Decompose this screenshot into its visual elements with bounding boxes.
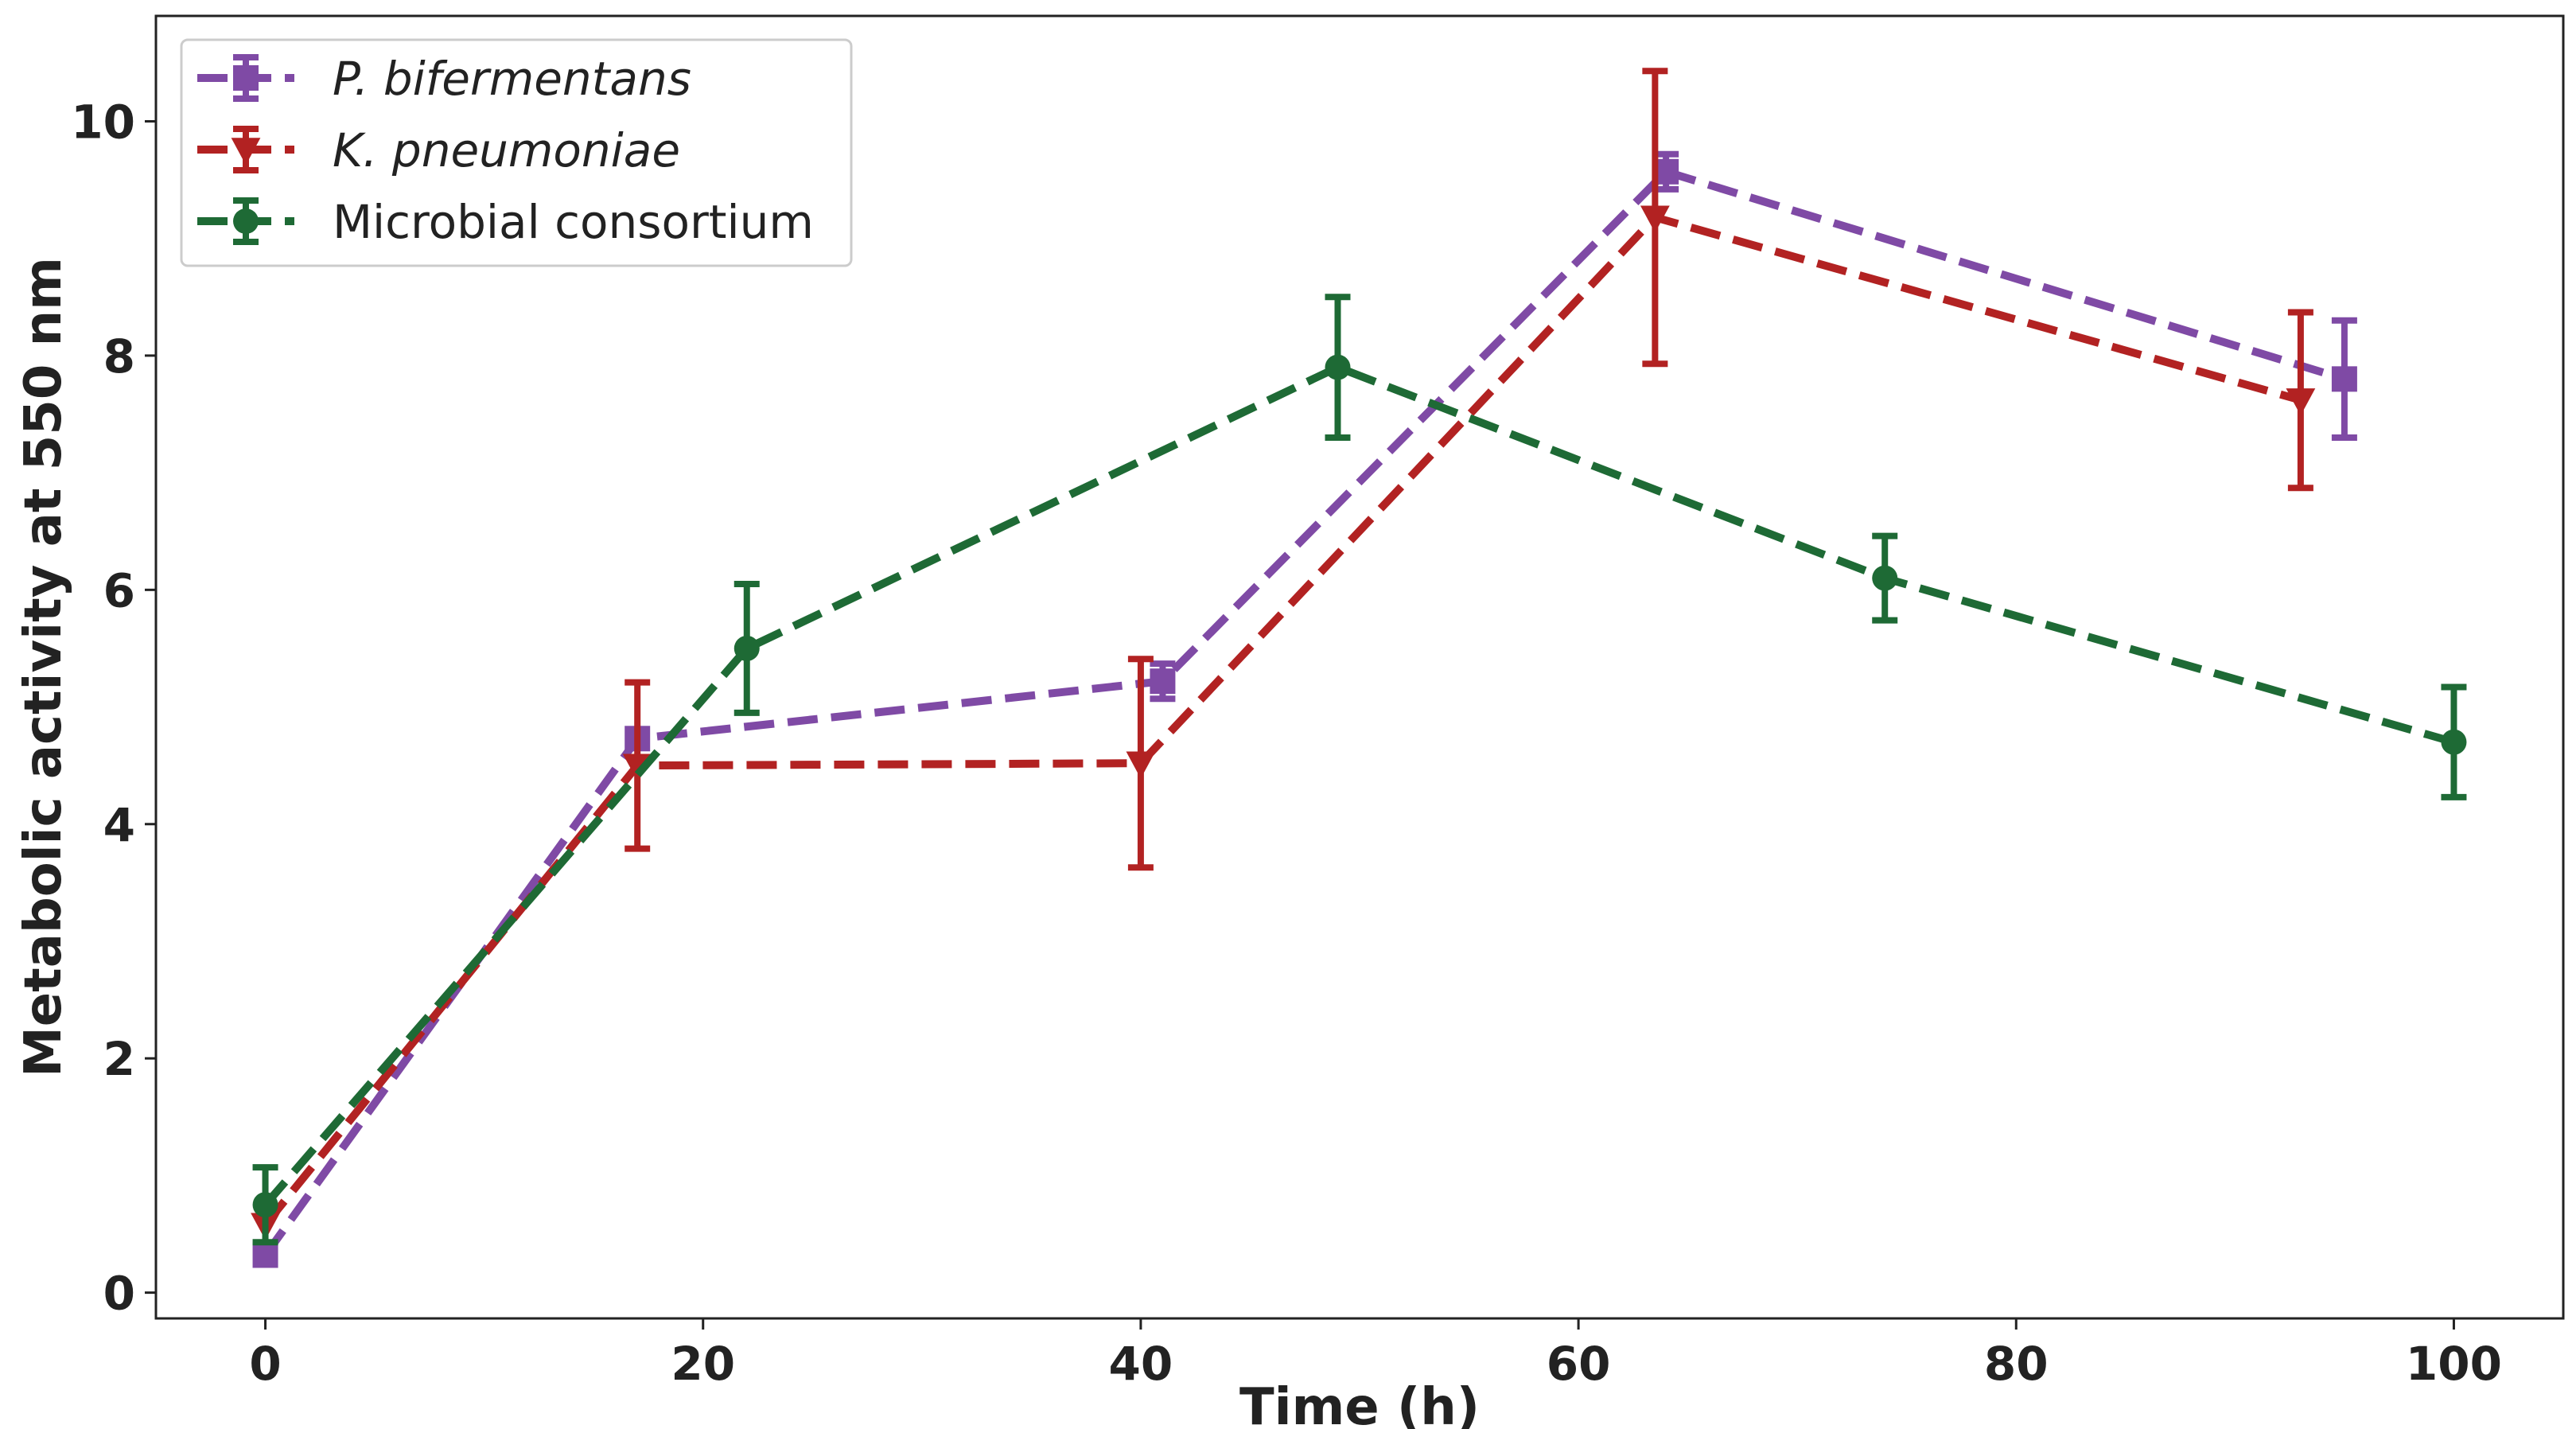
data-point bbox=[1640, 205, 1670, 233]
legend-box bbox=[180, 38, 853, 267]
x-tick-label: 40 bbox=[1109, 1337, 1173, 1391]
legend-label: P. bifermentans bbox=[333, 52, 691, 106]
data-point bbox=[252, 1192, 278, 1218]
y-tick-label: 0 bbox=[103, 1267, 135, 1321]
legend-label: Microbial consortium bbox=[333, 195, 814, 249]
y-tick-label: 4 bbox=[103, 798, 135, 852]
legend: P. bifermentans K. pneumoniae Microbial co… bbox=[180, 38, 853, 267]
y-tick-label: 8 bbox=[103, 329, 135, 384]
y-tick-label: 10 bbox=[71, 95, 135, 149]
plot-frame bbox=[154, 14, 2565, 1320]
data-point bbox=[1325, 354, 1351, 380]
x-tick-label: 60 bbox=[1547, 1337, 1611, 1391]
series-line bbox=[262, 212, 2302, 1228]
legend-marker bbox=[233, 208, 259, 234]
data-point bbox=[1150, 668, 1176, 695]
x-tick-label: 100 bbox=[2406, 1337, 2502, 1391]
x-tick-label: 20 bbox=[671, 1337, 735, 1391]
legend-entry: K. pneumoniae bbox=[197, 123, 680, 177]
series-layer bbox=[251, 68, 2467, 1268]
data-point bbox=[252, 1242, 278, 1268]
legend-marker bbox=[233, 65, 259, 91]
series-0 bbox=[252, 150, 2357, 1268]
x-tick-label: 0 bbox=[249, 1337, 281, 1391]
x-tick-label: 80 bbox=[1984, 1337, 2049, 1391]
y-tick-label: 6 bbox=[103, 563, 135, 617]
x-axis-label: Time (h) bbox=[1239, 1378, 1480, 1429]
legend-label: K. pneumoniae bbox=[333, 123, 680, 177]
series-2 bbox=[252, 294, 2467, 1246]
ticks-layer: 0 20 40 60 80 100 0 2 4 6 8 10 bbox=[71, 95, 2502, 1391]
data-point bbox=[1872, 565, 1898, 591]
data-point bbox=[733, 635, 760, 661]
series-line bbox=[262, 363, 2455, 1208]
data-point bbox=[2441, 729, 2467, 755]
legend-marker bbox=[231, 138, 261, 165]
y-axis-label: Metabolic activity at 550 nm bbox=[14, 257, 73, 1077]
series-line bbox=[262, 167, 2346, 1258]
legend-entry: Microbial consortium bbox=[197, 195, 814, 249]
legend-entry: P. bifermentans bbox=[197, 52, 691, 106]
data-point bbox=[2331, 366, 2357, 392]
data-point bbox=[1126, 751, 1156, 779]
y-tick-label: 2 bbox=[103, 1032, 135, 1086]
data-point bbox=[2286, 388, 2316, 416]
